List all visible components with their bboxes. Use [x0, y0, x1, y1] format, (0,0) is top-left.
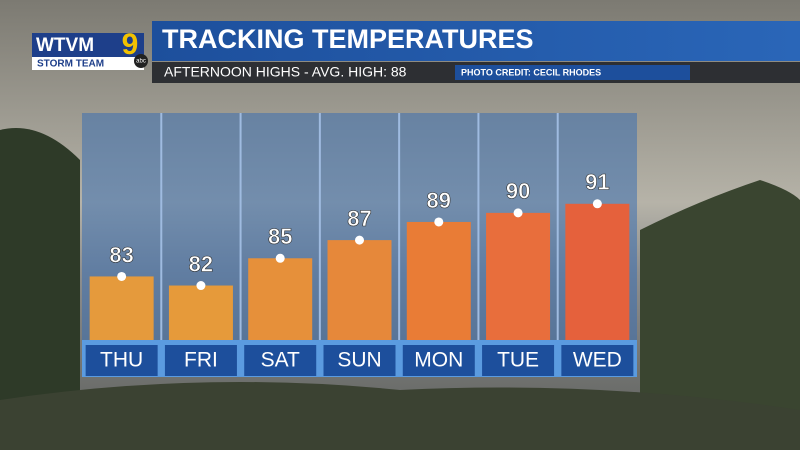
day-box — [482, 345, 555, 376]
day-box — [244, 345, 317, 376]
day-box — [561, 345, 634, 376]
day-box — [323, 345, 396, 376]
trees-left — [0, 128, 80, 450]
bar — [565, 203, 630, 340]
logo-team-box — [32, 57, 144, 70]
x-tick-label: FRI — [184, 349, 218, 372]
value-label: 87 — [347, 206, 371, 231]
foreground-brush — [0, 382, 800, 450]
value-label: 85 — [268, 224, 292, 249]
bar-dot — [592, 199, 602, 209]
x-tick-label: SAT — [261, 349, 300, 372]
value-label: 83 — [109, 242, 133, 267]
bar — [168, 285, 233, 340]
value-label: 90 — [506, 179, 530, 204]
bar-dot — [117, 271, 127, 281]
value-label: 82 — [189, 251, 213, 276]
bar — [327, 240, 392, 340]
logo-network-badge — [134, 54, 148, 68]
photo-credit: PHOTO CREDIT: CECIL RHODES — [461, 67, 601, 77]
bar-dot — [196, 281, 206, 291]
bar — [486, 212, 551, 340]
x-tick-label: SUN — [337, 349, 381, 372]
logo-channel: 9 — [122, 28, 139, 61]
x-tick-label: THU — [100, 349, 143, 372]
x-tick-label: MON — [414, 349, 463, 372]
chart-title: TRACKING TEMPERATURES — [162, 24, 534, 54]
x-tick-label: WED — [573, 349, 622, 372]
trees-right — [640, 180, 800, 450]
subtitle: AFTERNOON HIGHS - AVG. HIGH: 88 — [164, 64, 407, 80]
day-box — [85, 345, 158, 376]
logo-team: STORM TEAM — [37, 59, 104, 70]
title-bar — [152, 21, 800, 61]
value-label: 91 — [585, 170, 609, 195]
credit-box — [455, 65, 690, 80]
logo-station: WTVM — [36, 35, 94, 56]
logo-network: abc — [136, 59, 146, 65]
logo-box — [32, 33, 144, 57]
bar-dot — [513, 208, 523, 218]
x-tick-label: TUE — [497, 349, 539, 372]
bar — [89, 276, 154, 340]
day-box — [402, 345, 475, 376]
day-box — [164, 345, 237, 376]
bar-dot — [355, 235, 364, 245]
bar-dot — [434, 217, 444, 227]
bar-dot — [275, 253, 285, 263]
value-label: 89 — [427, 188, 451, 213]
bar — [406, 221, 471, 340]
bar — [248, 258, 313, 340]
